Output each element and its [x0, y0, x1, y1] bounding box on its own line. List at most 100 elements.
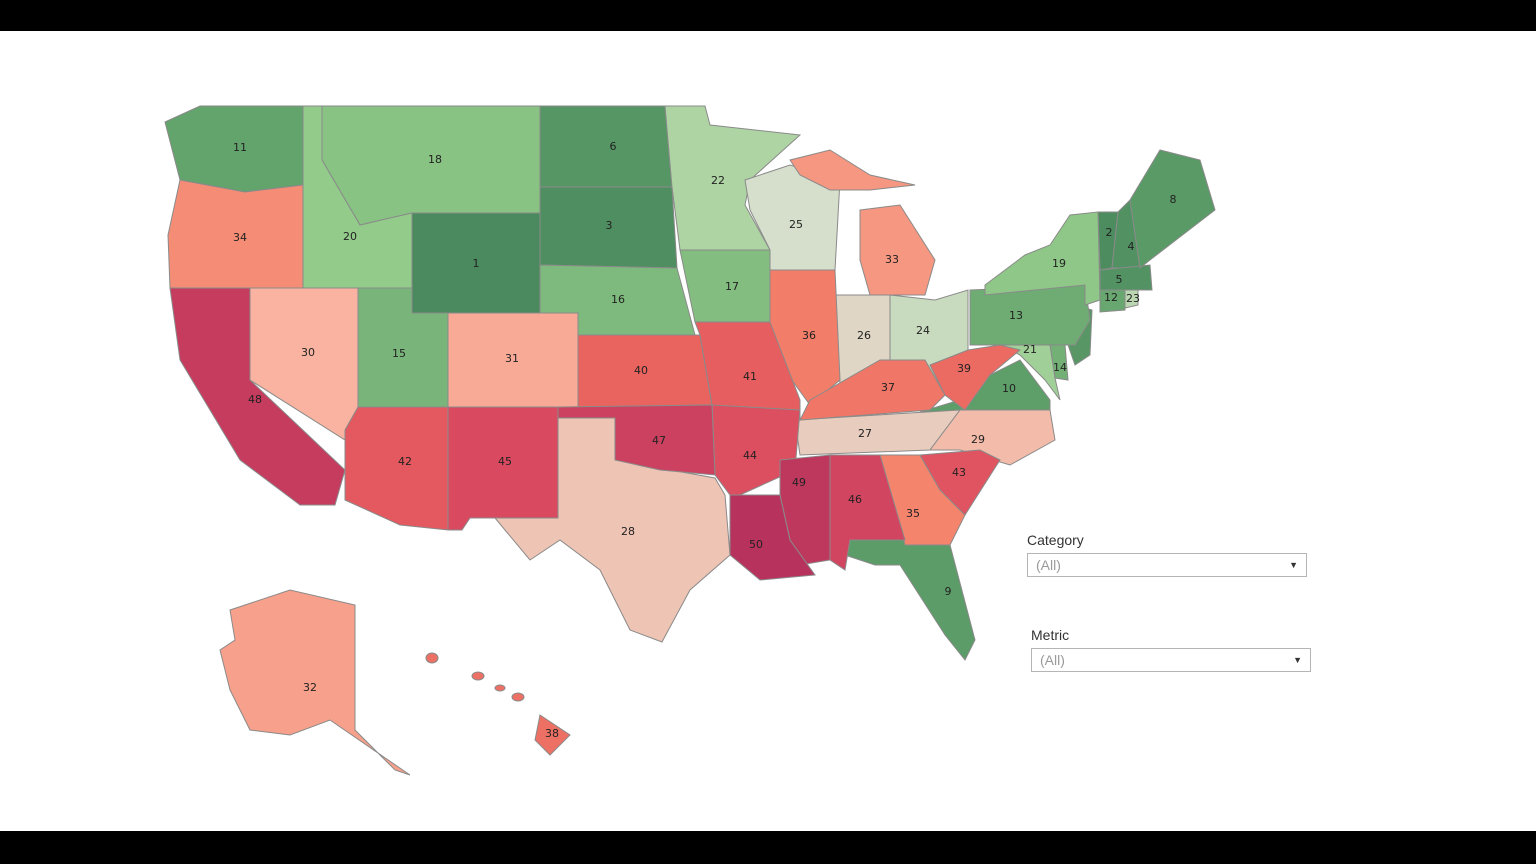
state-wa[interactable]: 11 [164, 105, 304, 193]
state-shape[interactable] [539, 105, 673, 188]
state-rank-label: 48 [248, 393, 262, 406]
state-nc[interactable]: 29 [929, 409, 1056, 466]
state-rank-label: 36 [802, 329, 816, 342]
state-rank-label: 8 [1170, 193, 1177, 206]
state-shape[interactable] [729, 494, 816, 581]
state-az[interactable]: 42 [344, 406, 449, 531]
state-wy[interactable]: 1 [411, 212, 541, 314]
state-shape[interactable] [984, 211, 1101, 306]
state-co[interactable]: 31 [447, 312, 579, 408]
category-dropdown[interactable]: (All) ▼ [1027, 553, 1307, 577]
state-rank-label: 16 [611, 293, 625, 306]
state-shape[interactable] [1099, 264, 1153, 291]
metric-filter: Metric (All) ▼ [1031, 627, 1311, 672]
state-rank-label: 13 [1009, 309, 1023, 322]
state-shape[interactable] [219, 589, 411, 776]
state-rank-label: 10 [1002, 382, 1016, 395]
category-dropdown-value: (All) [1036, 557, 1061, 573]
state-rank-label: 37 [881, 381, 895, 394]
state-ma[interactable]: 5 [1099, 264, 1153, 291]
state-rank-label: 35 [906, 507, 920, 520]
category-filter: Category (All) ▼ [1027, 532, 1307, 577]
us-choropleth-map: 1234567891011121314151617181920212223242… [164, 105, 1216, 776]
state-rank-label: 15 [392, 347, 406, 360]
state-shape[interactable] [919, 449, 1001, 516]
state-nd[interactable]: 6 [539, 105, 673, 188]
state-rank-label: 31 [505, 352, 519, 365]
state-rank-label: 39 [957, 362, 971, 375]
state-rank-label: 27 [858, 427, 872, 440]
state-ct[interactable]: 12 [1099, 289, 1126, 313]
state-rank-label: 24 [916, 324, 930, 337]
state-rank-label: 46 [848, 493, 862, 506]
state-ok[interactable]: 47 [557, 404, 716, 476]
state-fl[interactable]: 9 [844, 539, 976, 661]
island-shape[interactable] [511, 692, 525, 702]
state-shape[interactable] [929, 344, 1022, 411]
state-ri[interactable]: 23 [1124, 289, 1140, 309]
state-la[interactable]: 50 [729, 494, 816, 581]
state-rank-label: 6 [610, 140, 617, 153]
state-shape[interactable] [169, 287, 346, 506]
state-ak[interactable]: 32 [219, 589, 411, 776]
state-shape[interactable] [1124, 289, 1139, 309]
state-shape[interactable] [557, 404, 716, 476]
island-shape[interactable] [471, 671, 485, 681]
state-or[interactable]: 34 [167, 179, 304, 289]
metric-dropdown[interactable]: (All) ▼ [1031, 648, 1311, 672]
island-shape[interactable] [494, 684, 506, 692]
state-rank-label: 5 [1116, 273, 1123, 286]
state-rank-label: 2 [1106, 226, 1113, 239]
state-rank-label: 3 [606, 219, 613, 232]
state-ny[interactable]: 19 [984, 211, 1101, 306]
state-rank-label: 12 [1104, 291, 1118, 304]
metric-filter-label: Metric [1031, 627, 1070, 643]
state-rank-label: 11 [233, 141, 247, 154]
state-hi[interactable]: 38 [425, 652, 571, 756]
state-md[interactable]: 21 [999, 343, 1061, 401]
state-rank-label: 29 [971, 433, 985, 446]
state-mt[interactable]: 18 [321, 105, 541, 226]
state-rank-label: 14 [1053, 361, 1067, 374]
state-sc[interactable]: 43 [919, 449, 1001, 516]
state-mi[interactable]: 33 [789, 149, 936, 296]
state-shape[interactable] [929, 409, 1056, 466]
state-rank-label: 45 [498, 455, 512, 468]
state-rank-label: 1 [473, 257, 480, 270]
state-me[interactable]: 8 [1129, 149, 1216, 269]
state-shape[interactable] [1129, 149, 1216, 269]
state-rank-label: 44 [743, 449, 757, 462]
state-shape[interactable] [789, 149, 916, 191]
state-rank-label: 41 [743, 370, 757, 383]
category-filter-label: Category [1027, 532, 1084, 548]
state-shape[interactable] [859, 204, 936, 296]
state-rank-label: 38 [545, 727, 559, 740]
state-rank-label: 43 [952, 466, 966, 479]
state-rank-label: 4 [1128, 240, 1135, 253]
dropdown-arrow-icon: ▼ [1293, 655, 1302, 665]
state-shape[interactable] [534, 714, 571, 756]
island-shape[interactable] [425, 652, 439, 664]
state-rank-label: 23 [1126, 292, 1140, 305]
state-rank-label: 20 [343, 230, 357, 243]
state-ca[interactable]: 48 [169, 287, 346, 506]
state-rank-label: 32 [303, 681, 317, 694]
state-rank-label: 17 [725, 280, 739, 293]
state-de[interactable]: 14 [1049, 344, 1069, 381]
state-rank-label: 22 [711, 174, 725, 187]
state-ks[interactable]: 40 [577, 334, 713, 408]
state-nm[interactable]: 45 [447, 406, 559, 531]
state-shape[interactable] [344, 406, 449, 531]
state-sd[interactable]: 3 [539, 186, 678, 269]
state-rank-label: 19 [1052, 257, 1066, 270]
state-shape[interactable] [167, 179, 304, 289]
state-shape[interactable] [999, 344, 1061, 401]
state-rank-label: 28 [621, 525, 635, 538]
state-shape[interactable] [844, 539, 976, 661]
state-rank-label: 33 [885, 253, 899, 266]
state-mo[interactable]: 41 [694, 321, 801, 421]
state-shape[interactable] [1099, 289, 1126, 313]
state-wv[interactable]: 39 [929, 344, 1022, 411]
state-shape[interactable] [447, 406, 559, 531]
state-rank-label: 47 [652, 434, 666, 447]
